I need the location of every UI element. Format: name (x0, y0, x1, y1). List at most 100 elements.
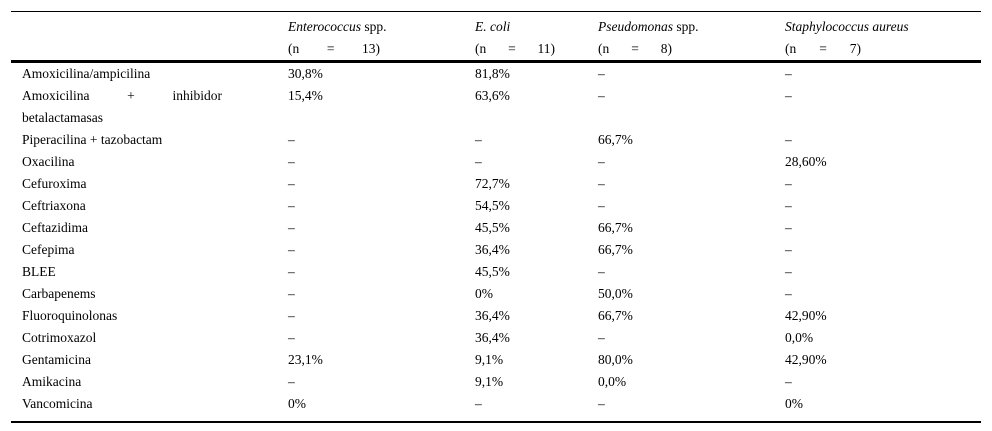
cell-value: – (475, 132, 482, 147)
cell-value: 0,0% (785, 330, 814, 345)
cell-value: 42,90% (785, 352, 827, 367)
row-label: Oxacilina (22, 154, 75, 169)
cell-value: – (288, 132, 295, 147)
cell-value: – (475, 396, 482, 411)
cell-value: – (785, 66, 792, 81)
species-roman: spp. (673, 19, 699, 34)
cell-value: – (288, 374, 295, 389)
cell-value: 45,5% (475, 264, 510, 279)
cell-value: 81,8% (475, 66, 510, 81)
species-italic: Enterococcus (288, 19, 361, 34)
cell-value: 80,0% (598, 352, 633, 367)
sample-size: (n = 7) (785, 41, 861, 56)
row-label: Fluoroquinolonas (22, 308, 118, 323)
cell-value: 0% (288, 396, 306, 411)
table-header-row: Enterococcus spp. (n = 13) E. coli (n = … (11, 12, 981, 63)
row-label: BLEE (22, 264, 56, 279)
cell-value: – (288, 308, 295, 323)
cell-value: – (785, 132, 792, 147)
column-header-staphylococcus: Staphylococcus aureus (n = 7) (785, 16, 981, 60)
row-label: Gentamicina (22, 352, 91, 367)
antibiotic-resistance-table: Enterococcus spp. (n = 13) E. coli (n = … (11, 11, 981, 423)
cell-value: 66,7% (598, 220, 633, 235)
cell-value: – (288, 242, 295, 257)
table-row: Cotrimoxazol – 36,4% – 0,0% (22, 327, 981, 349)
row-label: Ceftriaxona (22, 198, 86, 213)
table-row: Amoxicilina + inhibidor betalactamasas 1… (22, 85, 981, 129)
row-label: Piperacilina + tazobactam (22, 132, 163, 147)
cell-value: 28,60% (785, 154, 827, 169)
species-name: Enterococcus spp. (288, 16, 475, 38)
cell-value: 45,5% (475, 220, 510, 235)
cell-value: – (288, 330, 295, 345)
cell-value: – (598, 396, 605, 411)
cell-value: – (598, 198, 605, 213)
table-row: Gentamicina 23,1% 9,1% 80,0% 42,90% (22, 349, 981, 371)
cell-value: 0% (785, 396, 803, 411)
cell-value: 54,5% (475, 198, 510, 213)
cell-value: – (785, 374, 792, 389)
cell-value: – (598, 88, 605, 103)
table-row: Oxacilina – – – 28,60% (22, 151, 981, 173)
cell-value: 66,7% (598, 308, 633, 323)
cell-value: – (785, 286, 792, 301)
cell-value: 63,6% (475, 88, 510, 103)
cell-value: 23,1% (288, 352, 323, 367)
row-label: Cefuroxima (22, 176, 87, 191)
cell-value: 0,0% (598, 374, 627, 389)
species-name: Staphylococcus aureus (785, 16, 981, 38)
cell-value: 9,1% (475, 352, 504, 367)
row-label: Amikacina (22, 374, 82, 389)
cell-value: – (785, 176, 792, 191)
row-label: Cotrimoxazol (22, 330, 97, 345)
table-body: Amoxicilina/ampicilina 30,8% 81,8% – – A… (11, 63, 981, 421)
sample-size: (n = 8) (598, 41, 672, 56)
cell-value: 66,7% (598, 242, 633, 257)
cell-value: – (785, 88, 792, 103)
species-roman: spp. (360, 19, 387, 34)
cell-value: – (288, 220, 295, 235)
table-row: Piperacilina + tazobactam – – 66,7% – (22, 129, 981, 151)
row-label: Vancomicina (22, 396, 93, 411)
row-label: Cefepima (22, 242, 75, 257)
cell-value: 30,8% (288, 66, 323, 81)
cell-value: 36,4% (475, 330, 510, 345)
cell-value: 50,0% (598, 286, 633, 301)
table-row: Fluoroquinolonas – 36,4% 66,7% 42,90% (22, 305, 981, 327)
cell-value: – (785, 242, 792, 257)
cell-value: 72,7% (475, 176, 510, 191)
cell-value: 42,90% (785, 308, 827, 323)
cell-value: – (598, 66, 605, 81)
table-row: BLEE – 45,5% – – (22, 261, 981, 283)
column-header-enterococcus: Enterococcus spp. (n = 13) (288, 16, 475, 60)
table-row: Carbapenems – 0% 50,0% – (22, 283, 981, 305)
cell-value: – (288, 154, 295, 169)
cell-value: – (598, 330, 605, 345)
sample-size: (n = 11) (475, 41, 555, 56)
column-header-pseudomonas: Pseudomonas spp. (n = 8) (598, 16, 785, 60)
table-row: Amikacina – 9,1% 0,0% – (22, 371, 981, 393)
cell-value: 15,4% (288, 88, 323, 103)
cell-value: 36,4% (475, 242, 510, 257)
row-label: Amoxicilina/ampicilina (22, 66, 151, 81)
cell-value: – (785, 198, 792, 213)
species-name: Pseudomonas spp. (598, 16, 785, 38)
row-label: Ceftazidima (22, 220, 88, 235)
cell-value: – (785, 220, 792, 235)
table-row: Amoxicilina/ampicilina 30,8% 81,8% – – (22, 63, 981, 85)
cell-value: – (785, 264, 792, 279)
cell-value: – (288, 176, 295, 191)
cell-value: – (288, 264, 295, 279)
table-row: Ceftriaxona – 54,5% – – (22, 195, 981, 217)
cell-value: – (598, 154, 605, 169)
cell-value: 36,4% (475, 308, 510, 323)
cell-value: 0% (475, 286, 493, 301)
table-row: Ceftazidima – 45,5% 66,7% – (22, 217, 981, 239)
cell-value: – (288, 198, 295, 213)
table-row: Cefuroxima – 72,7% – – (22, 173, 981, 195)
sample-size: (n = 13) (288, 41, 380, 56)
cell-value: – (288, 286, 295, 301)
cell-value: – (598, 176, 605, 191)
cell-value: – (475, 154, 482, 169)
